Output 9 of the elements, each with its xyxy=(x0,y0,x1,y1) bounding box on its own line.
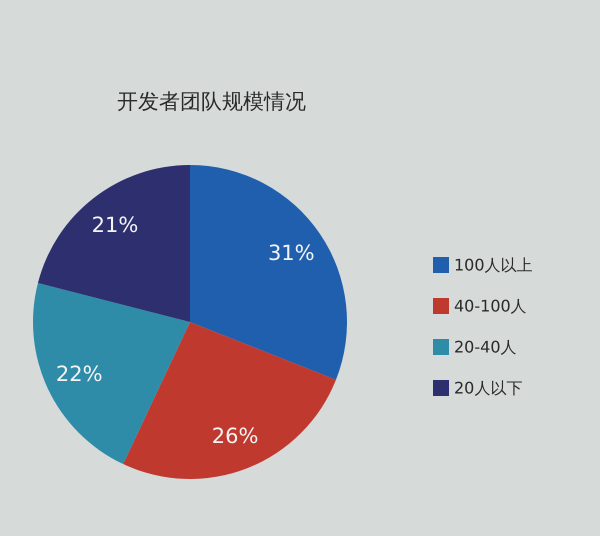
legend-label: 20人以下 xyxy=(454,378,522,398)
legend-label: 20-40人 xyxy=(454,338,516,356)
data-label: 26% xyxy=(212,424,258,448)
legend-label: 40-100人 xyxy=(454,296,527,316)
legend-label: 100人以上 xyxy=(454,256,533,274)
data-label: 31% xyxy=(268,241,315,266)
data-label: 22% xyxy=(56,362,103,386)
data-label: 21% xyxy=(92,213,138,238)
chart-title: 开发者团队规模情况 xyxy=(117,90,306,114)
